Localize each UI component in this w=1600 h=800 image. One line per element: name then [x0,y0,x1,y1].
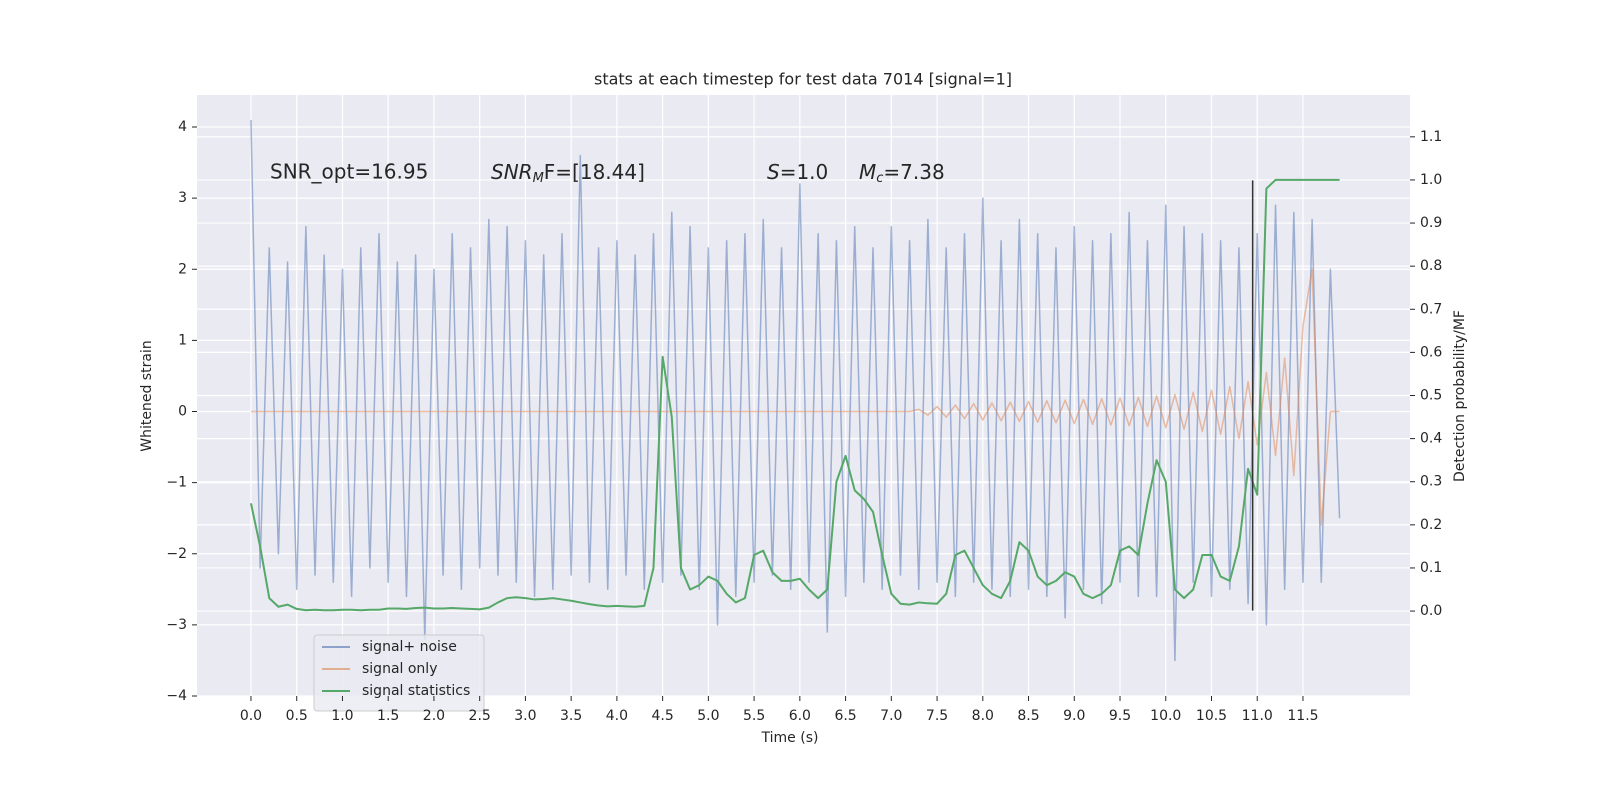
y2-tick-label: 1.0 [1420,172,1442,188]
y-tick-label: −1 [166,475,187,491]
annotation: SNR_opt=16.95 [270,160,428,184]
x-tick-label: 8.0 [972,708,994,724]
legend-label: signal+ noise [362,639,457,655]
y-tick-label: 3 [178,190,187,206]
legend-label: signal only [362,661,437,677]
annotation-part: F=[18.44] [544,160,645,184]
series-line [250,119,1341,662]
y-tick-label: −3 [166,617,187,633]
y2-tick-label: 0.2 [1420,517,1442,533]
y-tick-label: −4 [166,688,187,704]
x-tick-label: 0.0 [240,708,262,724]
x-tick-label: 11.5 [1287,708,1318,724]
legend-label: signal statistics [362,683,470,699]
y2-tick-label: 0.6 [1420,344,1442,360]
y-tick-label: 2 [178,261,187,277]
legend-box [313,634,485,712]
annotation: Mc=7.38 [859,160,945,186]
annotation-part: M [859,160,876,184]
y-tick-label: 4 [178,119,187,135]
x-tick-label: 7.5 [926,708,948,724]
y2-tick-label: 1.1 [1420,129,1442,145]
y-tick-label: 0 [178,404,187,420]
y2-tick-label: 0.3 [1420,474,1442,490]
y-tick-label: 1 [178,332,187,348]
annotation: SNRMF=[18.44] [491,160,645,186]
annotation-part: =7.38 [883,160,944,184]
x-tick-label: 4.0 [606,708,628,724]
annotation-part: =1.0 [780,160,829,184]
annotation-part: SNR [491,160,533,184]
x-axis-label: Time (s) [761,730,819,746]
grid [197,95,1410,697]
y2-tick-label: 0.4 [1420,431,1442,447]
series-line [249,178,1340,612]
y2-axis-label: Detection probability/MF [1452,310,1468,482]
x-tick-label: 3.5 [560,708,582,724]
x-tick-label: 8.5 [1017,708,1039,724]
x-tick-label: 9.0 [1063,708,1085,724]
x-tick-label: 7.0 [880,708,902,724]
y2-tick-label: 0.5 [1420,388,1442,404]
y-axis-label: Whitened strain [139,340,155,451]
y2-tick-label: 0.0 [1420,603,1442,619]
x-tick-label: 5.0 [697,708,719,724]
x-tick-label: 9.5 [1109,708,1131,724]
annotation-sub: M [533,171,544,186]
x-tick-label: 2.0 [423,708,445,724]
x-tick-label: 6.5 [834,708,856,724]
marks [249,119,1341,662]
x-tick-label: 1.5 [377,708,399,724]
annotation-part: S [767,160,780,184]
y2-tick-label: 0.7 [1420,301,1442,317]
x-tick-label: 5.5 [743,708,765,724]
legend: signal+ noise signal only signal statistic… [313,634,485,712]
x-tick-label: 0.5 [286,708,308,724]
x-tick-label: 6.0 [789,708,811,724]
x-tick-label: 2.5 [469,708,491,724]
x-tick-label: 10.0 [1150,708,1181,724]
y2-tick-label: 0.9 [1420,215,1442,231]
y2-tick-label: 0.8 [1420,258,1442,274]
series-line [250,268,1340,527]
x-tick-label: 11.0 [1242,708,1273,724]
x-tick-label: 1.0 [331,708,353,724]
y2-tick-label: 0.1 [1420,560,1442,576]
annotation-sub: c [876,171,883,186]
x-tick-label: 10.5 [1196,708,1227,724]
x-tick-label: 3.0 [514,708,536,724]
x-tick-label: 4.5 [651,708,673,724]
chart-title: stats at each timestep for test data 701… [594,70,1012,89]
y-tick-label: −2 [166,546,187,562]
annotation: S=1.0 [767,160,828,184]
